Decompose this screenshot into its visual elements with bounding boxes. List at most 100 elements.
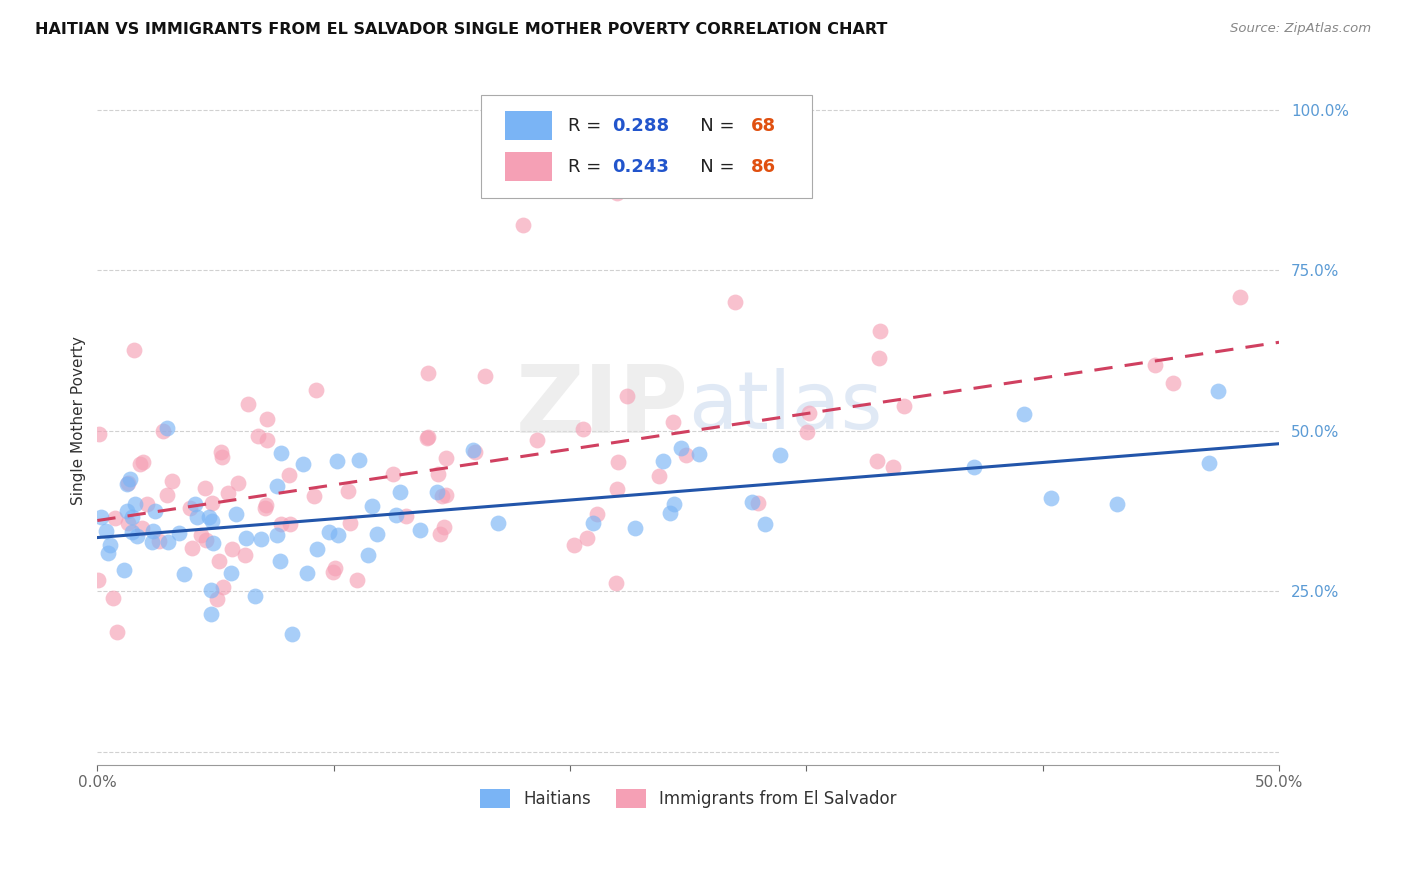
Point <box>228 475 250 490</box>
Point <box>688 447 710 461</box>
FancyBboxPatch shape <box>505 112 553 140</box>
Point <box>562 538 585 552</box>
Point <box>416 429 439 443</box>
Point <box>195 533 218 547</box>
Point <box>156 420 179 434</box>
Point <box>190 528 212 542</box>
Point <box>105 625 128 640</box>
Point <box>87 426 110 441</box>
Legend: Haitians, Immigrants from El Salvador: Haitians, Immigrants from El Salvador <box>472 782 903 814</box>
Point <box>322 565 344 579</box>
Point <box>211 580 233 594</box>
Point <box>486 516 509 530</box>
Point <box>395 509 418 524</box>
Point <box>117 516 139 531</box>
Point <box>426 484 449 499</box>
Y-axis label: Single Mother Poverty: Single Mother Poverty <box>72 336 86 506</box>
Point <box>280 516 302 531</box>
Point <box>1163 376 1185 390</box>
Text: 0.243: 0.243 <box>613 158 669 176</box>
Point <box>662 497 685 511</box>
Point <box>256 412 278 426</box>
Point <box>295 566 318 581</box>
Text: R =: R = <box>568 117 606 135</box>
Point <box>385 508 408 522</box>
Text: Source: ZipAtlas.com: Source: ZipAtlas.com <box>1230 22 1371 36</box>
Point <box>769 449 792 463</box>
Point <box>434 488 457 502</box>
Point <box>1143 358 1166 372</box>
Point <box>143 504 166 518</box>
Point <box>648 469 671 483</box>
Point <box>136 497 159 511</box>
Point <box>336 483 359 498</box>
Text: N =: N = <box>683 117 741 135</box>
FancyBboxPatch shape <box>505 153 553 181</box>
Point <box>208 554 231 568</box>
Point <box>526 433 548 447</box>
Point <box>115 504 138 518</box>
Point <box>256 434 278 448</box>
Point <box>269 554 291 568</box>
Point <box>669 441 692 455</box>
Point <box>366 527 388 541</box>
Point <box>160 474 183 488</box>
Point <box>127 529 149 543</box>
Point <box>416 431 439 445</box>
Point <box>388 485 411 500</box>
Point <box>103 591 125 605</box>
Point <box>221 542 243 557</box>
Point <box>246 429 269 443</box>
Point <box>236 397 259 411</box>
Point <box>796 425 818 439</box>
Point <box>112 564 135 578</box>
Point <box>869 351 891 365</box>
Point <box>426 467 449 481</box>
Point <box>291 457 314 471</box>
Point <box>181 541 204 556</box>
Point <box>675 448 697 462</box>
Point <box>124 497 146 511</box>
Text: atlas: atlas <box>688 368 883 446</box>
Point <box>243 589 266 603</box>
Point <box>200 607 222 622</box>
Point <box>662 415 685 429</box>
Point <box>963 460 986 475</box>
Point <box>254 498 277 512</box>
Point <box>339 516 361 530</box>
Point <box>202 535 225 549</box>
Point <box>616 389 638 403</box>
Point <box>194 481 217 495</box>
Point <box>200 582 222 597</box>
Point <box>305 383 328 397</box>
Point <box>797 406 820 420</box>
Point <box>326 528 349 542</box>
Point <box>225 507 247 521</box>
Text: ZIP: ZIP <box>516 361 688 453</box>
Point <box>512 218 534 232</box>
Point <box>97 547 120 561</box>
Point <box>90 509 112 524</box>
Point <box>179 500 201 515</box>
Point <box>156 488 179 502</box>
Point <box>304 489 326 503</box>
Point <box>305 541 328 556</box>
Point <box>347 453 370 467</box>
Point <box>433 520 456 534</box>
Point <box>233 548 256 562</box>
Point <box>1208 384 1230 398</box>
Point <box>1039 491 1062 505</box>
Point <box>346 573 368 587</box>
Text: 86: 86 <box>751 158 776 176</box>
Point <box>254 501 277 516</box>
Point <box>266 479 288 493</box>
Point <box>464 445 486 459</box>
Point <box>173 566 195 581</box>
Point <box>209 445 232 459</box>
Point <box>575 531 598 545</box>
Point <box>205 592 228 607</box>
Point <box>1012 407 1035 421</box>
Point <box>201 496 224 510</box>
Point <box>409 524 432 538</box>
Point <box>183 497 205 511</box>
